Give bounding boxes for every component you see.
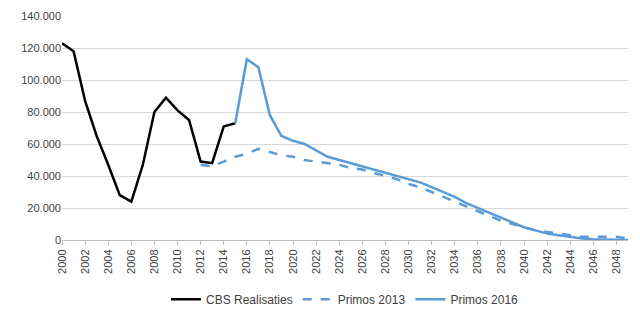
svg-text:2036: 2036 — [471, 249, 483, 273]
svg-text:20.000: 20.000 — [27, 202, 61, 214]
svg-text:2000: 2000 — [56, 249, 68, 273]
svg-text:2016: 2016 — [240, 249, 252, 273]
svg-text:120.000: 120.000 — [21, 42, 61, 54]
svg-text:2044: 2044 — [564, 249, 576, 273]
svg-text:2010: 2010 — [171, 249, 183, 273]
svg-text:2018: 2018 — [263, 249, 275, 273]
svg-text:2012: 2012 — [194, 249, 206, 273]
svg-text:2040: 2040 — [518, 249, 530, 273]
svg-text:2020: 2020 — [287, 249, 299, 273]
svg-text:2030: 2030 — [402, 249, 414, 273]
svg-text:80.000: 80.000 — [27, 106, 61, 118]
svg-text:0: 0 — [55, 234, 61, 246]
svg-text:2008: 2008 — [148, 249, 160, 273]
svg-text:2028: 2028 — [379, 249, 391, 273]
svg-text:140.000: 140.000 — [21, 10, 61, 22]
svg-text:Primos 2013: Primos 2013 — [338, 293, 406, 307]
svg-text:2034: 2034 — [448, 249, 460, 273]
svg-text:CBS Realisaties: CBS Realisaties — [206, 293, 293, 307]
svg-text:2022: 2022 — [310, 249, 322, 273]
svg-text:2026: 2026 — [356, 249, 368, 273]
svg-text:2024: 2024 — [333, 249, 345, 273]
svg-text:2042: 2042 — [541, 249, 553, 273]
svg-text:2038: 2038 — [495, 249, 507, 273]
svg-text:2004: 2004 — [102, 249, 114, 273]
svg-text:60.000: 60.000 — [27, 138, 61, 150]
svg-text:2032: 2032 — [425, 249, 437, 273]
svg-text:2046: 2046 — [587, 249, 599, 273]
svg-text:100.000: 100.000 — [21, 74, 61, 86]
svg-text:2048: 2048 — [610, 249, 622, 273]
svg-text:2002: 2002 — [79, 249, 91, 273]
svg-text:2006: 2006 — [125, 249, 137, 273]
svg-text:2014: 2014 — [217, 249, 229, 273]
svg-text:40.000: 40.000 — [27, 170, 61, 182]
svg-text:Primos 2016: Primos 2016 — [450, 293, 518, 307]
